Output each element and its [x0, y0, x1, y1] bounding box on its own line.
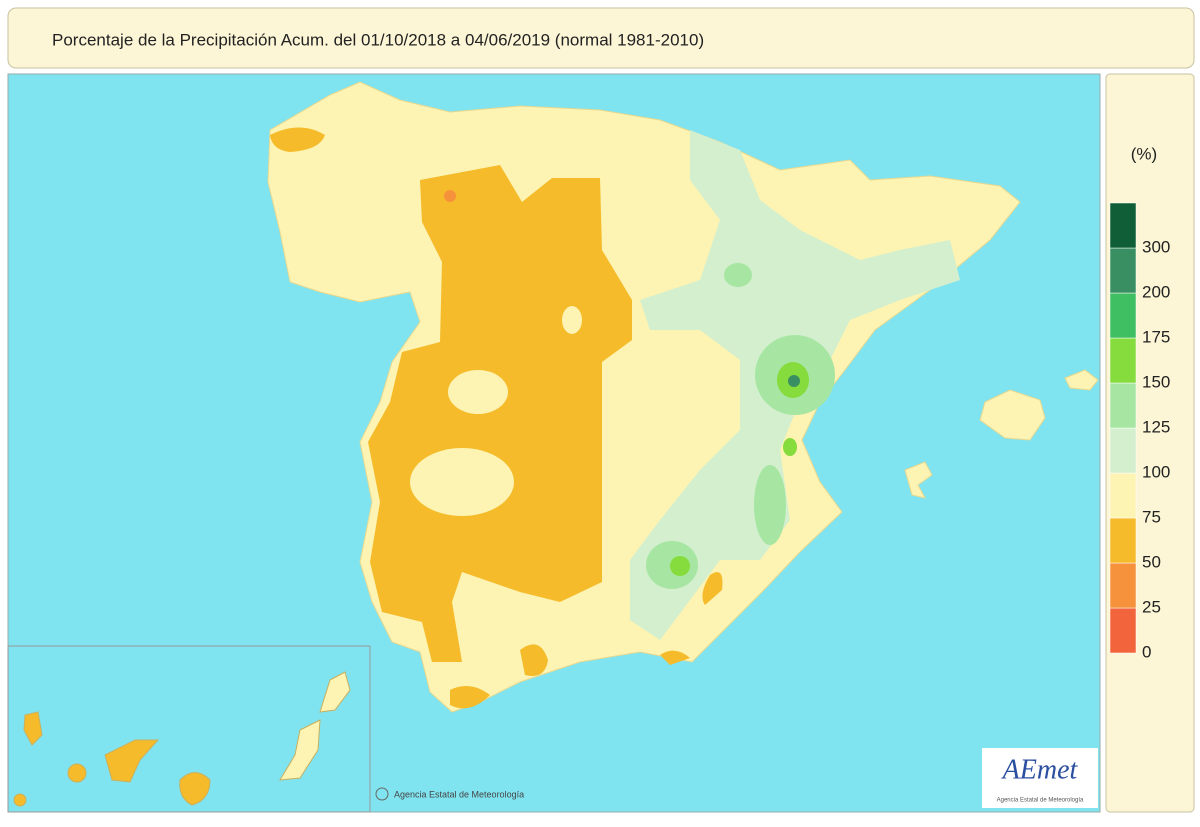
wet-zone — [783, 438, 797, 456]
legend-unit: (%) — [1131, 144, 1157, 163]
logo: AEmet — [1001, 754, 1079, 785]
island — [13, 793, 27, 807]
legend-swatch — [1109, 202, 1137, 249]
legend-tick-label: 100 — [1142, 462, 1170, 481]
legend-tick-label: 0 — [1142, 642, 1151, 661]
normal-zone — [410, 448, 514, 516]
dry-zone — [368, 165, 632, 662]
legend-tick-label: 200 — [1142, 282, 1170, 301]
credit: Agencia Estatal de Meteorología — [394, 789, 524, 799]
island — [179, 772, 211, 806]
legend-tick-label: 125 — [1142, 417, 1170, 436]
wet-zone — [754, 465, 786, 545]
very-dry-spot — [444, 190, 456, 202]
island — [67, 763, 87, 783]
island — [904, 461, 933, 499]
legend-swatch — [1109, 562, 1137, 609]
island — [279, 719, 321, 781]
legend-swatch — [1109, 472, 1137, 519]
wet-zone — [670, 556, 690, 576]
wet-zone — [724, 263, 752, 287]
legend-tick-label: 175 — [1142, 327, 1170, 346]
legend-swatch — [1109, 607, 1137, 654]
legend-swatch — [1109, 382, 1137, 429]
legend-tick-label: 150 — [1142, 372, 1170, 391]
island — [1064, 369, 1099, 391]
legend-tick-label: 300 — [1142, 237, 1170, 256]
legend-swatch — [1109, 337, 1137, 384]
title-box — [7, 7, 1195, 69]
island — [104, 739, 160, 783]
normal-zone — [674, 378, 750, 458]
legend-swatch — [1109, 427, 1137, 474]
legend-tick-label: 50 — [1142, 552, 1161, 571]
copyright-icon — [375, 787, 389, 801]
dry-zone — [450, 686, 490, 709]
dry-zone — [702, 572, 723, 605]
legend-swatch — [1109, 517, 1137, 564]
legend-tick-label: 75 — [1142, 507, 1161, 526]
title: Porcentaje de la Precipitación Acum. del… — [52, 30, 704, 49]
dry-zone — [520, 644, 548, 676]
legend-swatch — [1109, 292, 1137, 339]
island — [979, 389, 1046, 441]
legend-swatch — [1109, 247, 1137, 294]
legend: 0 25 50 75 100 125 150 175 200 300 — [1109, 202, 1170, 661]
logo-box — [982, 748, 1098, 808]
normal-zone — [562, 306, 582, 334]
island — [319, 671, 351, 713]
wet-zone — [788, 375, 800, 387]
dry-zone — [270, 127, 325, 152]
logo-subtitle: Agencia Estatal de Meteorología — [997, 798, 1084, 804]
normal-zone — [448, 370, 508, 414]
island — [23, 711, 43, 746]
legend-tick-label: 25 — [1142, 597, 1161, 616]
dry-zone — [660, 650, 690, 665]
